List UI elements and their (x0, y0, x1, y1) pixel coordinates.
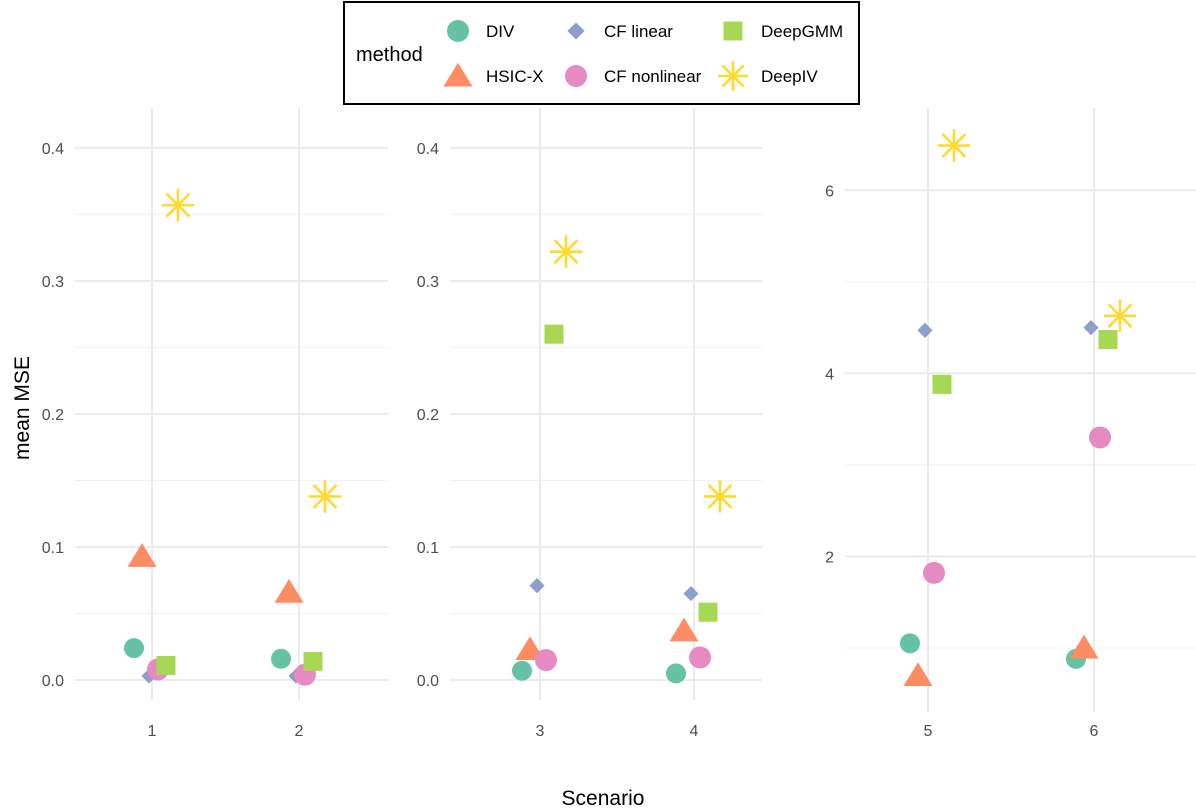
point-cf-linear (683, 585, 699, 602)
y-tick-label: 2 (825, 549, 834, 566)
point-deepgmm (156, 655, 176, 675)
legend-box (343, 1, 860, 105)
legend-key (718, 61, 748, 91)
x-tick-label: 2 (295, 723, 304, 740)
y-tick-label: 0.0 (42, 673, 64, 690)
point-deepgmm (303, 651, 323, 671)
point-cf-nonlinear (1089, 426, 1111, 449)
y-tick-label: 0.2 (417, 407, 439, 424)
y-tick-label: 0.1 (42, 540, 64, 557)
x-tick-label: 6 (1090, 723, 1099, 740)
panel-1: 0.0 0.1 0.2 0.3 0.4 1 2 (42, 108, 388, 740)
legend-key (443, 62, 473, 87)
point-cf-nonlinear (923, 561, 945, 584)
point-div (512, 660, 532, 681)
legend-key (723, 21, 743, 41)
legend-entry: DeepIV (718, 61, 818, 91)
y-tick-label: 0.1 (417, 540, 439, 557)
point-hsic-x (274, 579, 304, 603)
y-tick-label: 0.3 (417, 274, 439, 291)
point-deepgmm (932, 374, 952, 394)
legend-key (567, 22, 585, 40)
point-deepiv (308, 480, 342, 513)
y-tick-label: 0.4 (417, 141, 439, 158)
y-tick-label: 0.0 (417, 673, 439, 690)
legend-label: HSIC-X (486, 67, 544, 86)
legend-entry: DIV (447, 20, 515, 42)
legend-entry: CF linear (567, 22, 673, 41)
legend-label: DeepIV (761, 67, 818, 86)
point-hsic-x (127, 543, 157, 567)
point-deepiv (937, 129, 971, 162)
legend-label: DIV (486, 22, 515, 41)
point-deepiv (161, 188, 195, 222)
point-deepiv (703, 480, 737, 513)
point-div (666, 663, 686, 684)
legend-title: method (356, 44, 423, 66)
legend-label: CF linear (604, 22, 673, 41)
point-div (124, 638, 144, 659)
panel-2: 0.0 0.1 0.2 0.3 0.4 3 4 (417, 108, 762, 740)
x-axis-title: Scenario (562, 787, 645, 810)
y-tick-label: 0.3 (42, 274, 64, 291)
point-cf-linear (917, 322, 933, 338)
point-deepgmm (698, 602, 718, 622)
legend-entries: DIV CF linear DeepGMM HSIC-X CF nonlinear Dee… (443, 20, 843, 91)
legend-label: CF nonlinear (604, 67, 702, 86)
legend-entry: HSIC-X (443, 62, 544, 87)
legend-key (447, 20, 469, 42)
point-div (271, 648, 291, 669)
point-deepgmm (544, 324, 564, 344)
y-tick-label: 6 (825, 183, 834, 200)
point-cf-nonlinear (535, 649, 557, 672)
x-tick-label: 1 (148, 723, 157, 740)
point-hsic-x (903, 662, 933, 686)
x-tick-label: 4 (690, 723, 699, 740)
point-deepgmm (1098, 330, 1118, 350)
point-cf-linear (141, 668, 157, 684)
point-div (900, 633, 920, 654)
point-cf-linear (529, 577, 545, 594)
legend: method DIV CF linear DeepGMM HSIC-X CF nonli… (343, 1, 860, 105)
y-tick-label: 0.4 (42, 141, 64, 158)
point-cf-nonlinear (689, 646, 711, 669)
point-cf-linear (1083, 320, 1099, 336)
legend-key (565, 65, 587, 87)
point-hsic-x (1069, 634, 1099, 659)
y-tick-label: 4 (825, 366, 834, 383)
x-tick-label: 3 (536, 723, 545, 740)
panels: 0.0 0.1 0.2 0.3 0.4 1 2 0.0 0.1 0.2 0.3 0.4 3 4 2 4 6 5 6 (42, 108, 1196, 740)
legend-entry: DeepGMM (723, 21, 843, 41)
panel-3: 2 4 6 5 6 (825, 108, 1196, 740)
point-hsic-x (669, 617, 699, 642)
legend-entry: CF nonlinear (565, 65, 702, 87)
x-tick-label: 5 (924, 723, 933, 740)
legend-label: DeepGMM (761, 22, 843, 41)
point-deepiv (1103, 299, 1137, 332)
y-tick-label: 0.2 (42, 407, 64, 424)
point-deepiv (549, 235, 583, 268)
y-axis-title: mean MSE (11, 356, 34, 460)
